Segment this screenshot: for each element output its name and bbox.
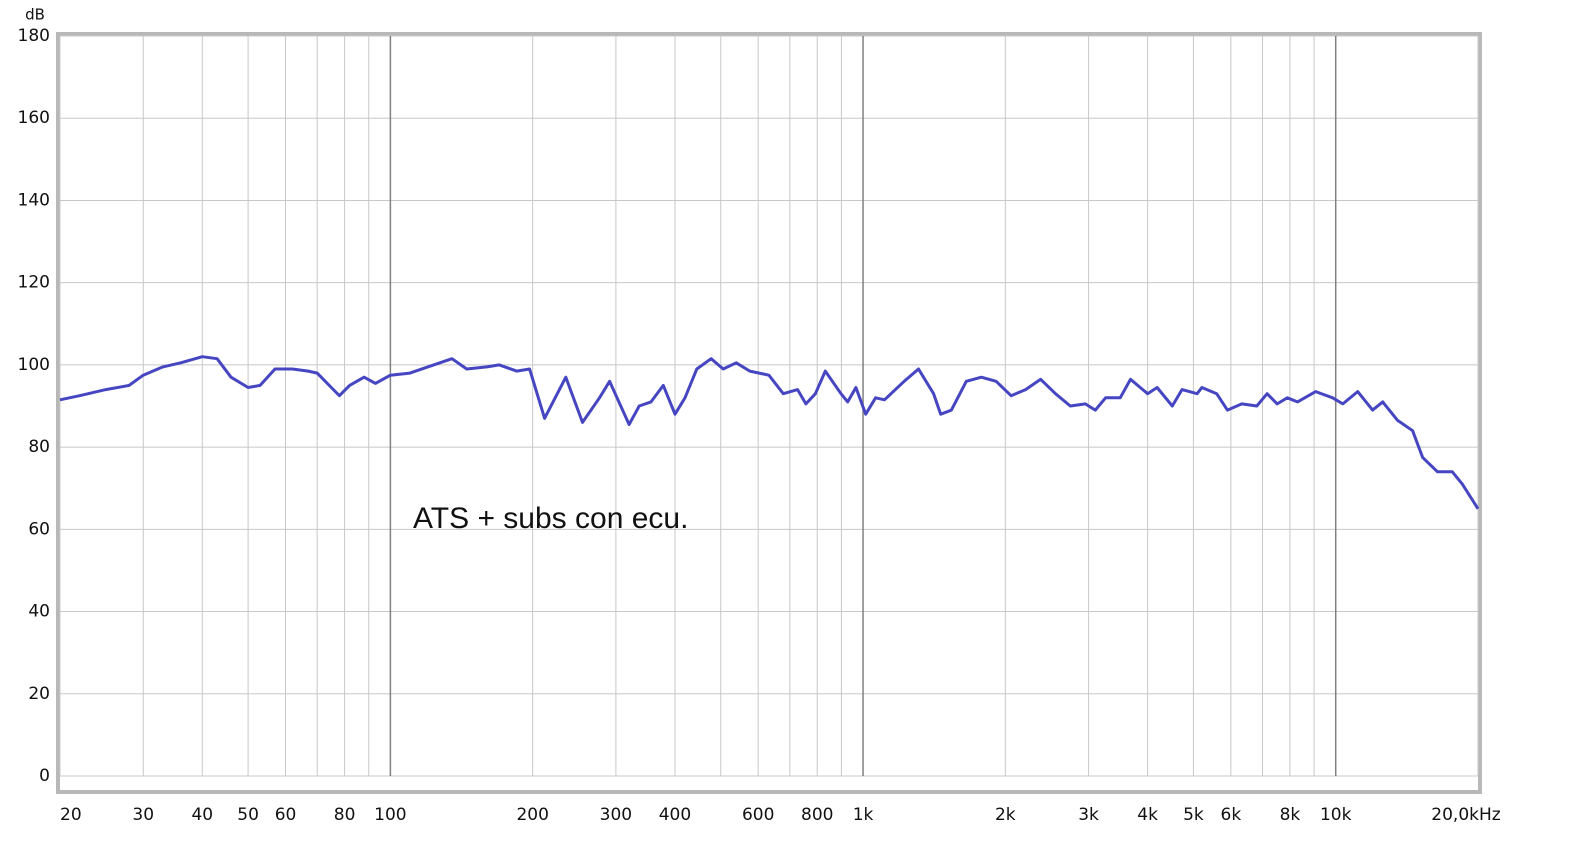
x-tick-label: 80 bbox=[334, 805, 356, 825]
annotation: ATS + subs con ecu. bbox=[413, 502, 688, 535]
y-tick-label: 120 bbox=[18, 273, 50, 293]
x-tick-label: 400 bbox=[659, 805, 691, 825]
x-tick-label: 6k bbox=[1221, 805, 1242, 825]
y-tick-label: 60 bbox=[28, 519, 50, 539]
x-tick-label: 2k bbox=[995, 805, 1016, 825]
data-line bbox=[59, 355, 1480, 510]
y-tick-label: 0 bbox=[39, 766, 50, 786]
x-tick-label: 600 bbox=[742, 805, 774, 825]
x-tick-label: 30 bbox=[132, 805, 154, 825]
x-tick-label: 8k bbox=[1280, 805, 1301, 825]
y-tick-label: 40 bbox=[28, 602, 50, 622]
x-tick-label: 10k bbox=[1320, 805, 1352, 825]
x-tick-label: 40 bbox=[191, 805, 213, 825]
x-tick-label: 50 bbox=[237, 805, 259, 825]
y-tick-label: 180 bbox=[18, 26, 50, 46]
x-tick-label: 4k bbox=[1137, 805, 1158, 825]
grid bbox=[59, 35, 1479, 777]
y-tick-label: 140 bbox=[18, 190, 50, 210]
x-tick-label: 20 bbox=[60, 805, 82, 825]
x-tick-label: 300 bbox=[600, 805, 632, 825]
y-tick-label: 20 bbox=[28, 684, 50, 704]
x-tick-label: 800 bbox=[801, 805, 833, 825]
plot-frame bbox=[56, 32, 1482, 794]
y-tick-label: 100 bbox=[18, 355, 50, 375]
x-tick-label: 5k bbox=[1183, 805, 1204, 825]
y-tick-label: 160 bbox=[18, 108, 50, 128]
x-tick-label: 20,0kHz bbox=[1431, 805, 1500, 825]
x-tick-label: 100 bbox=[374, 805, 406, 825]
x-tick-label: 1k bbox=[853, 805, 874, 825]
x-tick-label: 3k bbox=[1078, 805, 1099, 825]
x-tick-label: 60 bbox=[275, 805, 297, 825]
y-unit: dB bbox=[25, 6, 45, 24]
x-tick-label: 200 bbox=[516, 805, 548, 825]
y-tick-label: 80 bbox=[28, 437, 50, 457]
